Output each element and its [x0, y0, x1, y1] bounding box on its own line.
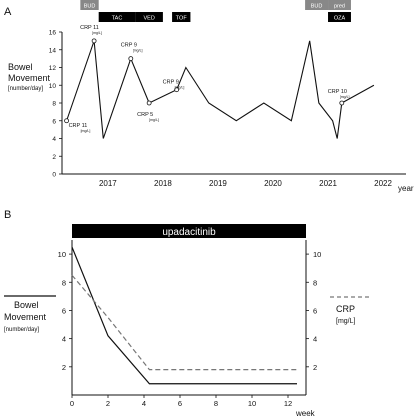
treatment-bar-bud	[305, 0, 329, 10]
right-y-tick-label: 10	[313, 250, 321, 259]
left-y-tick-label: 2	[62, 363, 66, 372]
panel-b-series	[71, 246, 297, 385]
crp-marker	[339, 100, 345, 106]
y-tick-label: 2	[52, 154, 56, 161]
crp-line	[71, 274, 297, 371]
crp-value-label: CRP 9	[163, 80, 179, 86]
treatment-bar-tof	[172, 12, 191, 22]
y-tick-label: 8	[52, 101, 56, 108]
y-tick-label: 4	[52, 136, 56, 143]
y-tick-label: 14	[49, 47, 57, 54]
right-label-line-2: [mg/L]	[336, 318, 356, 325]
treatment-label: VED	[143, 16, 154, 22]
x-tick-label: 2020	[264, 179, 282, 188]
panel-a-axes	[61, 32, 406, 175]
left-label-line-2: Movement	[4, 312, 47, 322]
crp-value-label: CRP 11	[69, 123, 88, 129]
crp-marker	[146, 100, 152, 106]
treatment-bar-bud	[80, 0, 99, 10]
treatment-bar-oza	[328, 12, 351, 22]
treatment-label: pred	[334, 4, 345, 10]
crp-unit-label: [mg/L]	[149, 118, 159, 122]
panel-b-left-label: Bowel Movement [number/day]	[4, 295, 56, 333]
upadacitinib-label: upadacitinib	[162, 227, 216, 238]
treatment-bars: BUD TAC VED TOF BUD pred OZA	[80, 0, 351, 22]
crp-unit-label: [mg/L]	[133, 49, 143, 53]
right-y-tick-label: 8	[313, 278, 317, 287]
right-label-line-1: CRP	[336, 304, 355, 314]
crp-value-label: CRP 5	[137, 112, 153, 118]
panel-b-ticks: 0 2 4 6 8 10 12 2 4 6 8 10 2 4 6 8 10	[58, 250, 322, 408]
x-tick-label: 2017	[99, 179, 117, 188]
x-tick-label: 2018	[154, 179, 172, 188]
x-tick-label: 0	[70, 399, 74, 408]
treatment-bar-tac	[98, 12, 136, 22]
y-tick-label: 10	[49, 83, 57, 90]
crp-marker	[91, 38, 97, 44]
panel-a-label: A	[4, 6, 12, 18]
crp-unit-label: [mg/L]	[81, 129, 91, 133]
treatment-label: TOF	[176, 16, 188, 22]
x-tick-label: 4	[142, 399, 146, 408]
treatment-label: OZA	[334, 16, 346, 22]
x-tick-label: 10	[248, 399, 256, 408]
upadacitinib-bar	[72, 224, 306, 238]
crp-marker	[128, 56, 134, 62]
bowel-movement-line	[71, 246, 297, 385]
treatment-bar-pred	[328, 0, 351, 10]
crp-annotations: CRP 11[mg/L]CRP 11[mg/L]CRP 9[mg/L]CRP 5…	[64, 25, 350, 133]
x-tick-label: 2019	[209, 179, 227, 188]
panel-b-label: B	[4, 209, 11, 221]
bowel-movement-line	[66, 40, 375, 139]
crp-unit-label: [mg/L]	[175, 86, 185, 90]
left-y-tick-label: 10	[58, 250, 66, 259]
treatment-label: TAC	[112, 16, 123, 22]
crp-unit-label: [mg/L]	[340, 95, 350, 99]
crp-marker	[64, 118, 69, 124]
x-tick-label: 2	[106, 399, 110, 408]
x-tick-label: 2021	[319, 179, 337, 188]
crp-unit-label: [mg/L]	[92, 31, 102, 35]
left-y-tick-label: 4	[62, 335, 66, 344]
panel-b-right-label: CRP [mg/L]	[330, 296, 372, 325]
crp-value-label: CRP 9	[121, 43, 137, 49]
panel-a-y-ticks: 0 2 4 6 8 10 12 14 16	[49, 30, 62, 179]
right-y-tick-label: 6	[313, 306, 317, 315]
treatment-bar-ved	[135, 12, 163, 22]
left-y-tick-label: 6	[62, 306, 66, 315]
x-tick-label: 2022	[374, 179, 392, 188]
crp-marker	[174, 87, 180, 93]
panel-b-axes	[71, 240, 307, 396]
right-y-tick-label: 2	[313, 363, 317, 372]
y-tick-label: 0	[52, 172, 56, 179]
y-label-line-1: Bowel	[8, 62, 33, 72]
treatment-label: BUD	[84, 4, 96, 10]
y-label-line-2: Movement	[8, 73, 51, 83]
bowel-movement-series	[66, 40, 375, 139]
y-tick-label: 16	[49, 30, 57, 37]
y-tick-label: 12	[49, 65, 57, 72]
panel-a-x-ticks: 2017 2018 2019 2020 2021 2022	[99, 179, 393, 188]
left-label-line-3: [number/day]	[4, 327, 39, 333]
panel-a-y-label: Bowel Movement [number/day]	[8, 62, 51, 92]
panel-b-x-label: week	[295, 409, 316, 418]
treatment-label: BUD	[311, 4, 323, 10]
right-y-tick-label: 4	[313, 335, 317, 344]
x-tick-label: 8	[214, 399, 218, 408]
panel-a-x-label: year	[398, 184, 414, 193]
y-label-line-3: [number/day]	[8, 86, 43, 92]
x-tick-label: 6	[178, 399, 182, 408]
crp-value-label: CRP 10	[328, 89, 347, 95]
x-tick-label: 12	[284, 399, 292, 408]
crp-value-label: CRP 11	[80, 25, 99, 31]
left-label-line-1: Bowel	[14, 300, 39, 310]
left-y-tick-label: 8	[62, 278, 66, 287]
y-tick-label: 6	[52, 118, 56, 125]
